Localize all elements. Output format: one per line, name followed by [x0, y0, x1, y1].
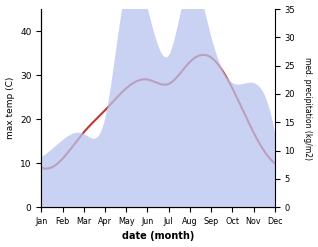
Y-axis label: max temp (C): max temp (C)	[5, 77, 15, 139]
X-axis label: date (month): date (month)	[122, 231, 194, 242]
Y-axis label: med. precipitation (kg/m2): med. precipitation (kg/m2)	[303, 57, 313, 160]
